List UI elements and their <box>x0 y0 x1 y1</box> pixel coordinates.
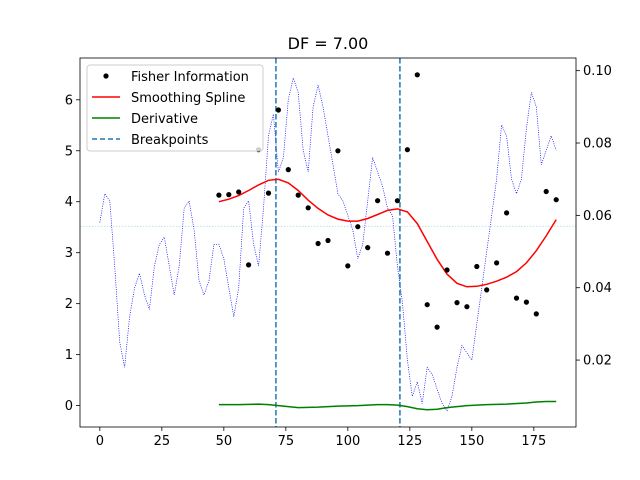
data-point <box>265 190 272 196</box>
legend-box <box>86 64 264 152</box>
y-tick-label: 4 <box>65 195 73 210</box>
y2-tick-label: 0.04 <box>583 281 612 296</box>
data-point <box>384 250 391 256</box>
y-tick-label: 2 <box>65 297 73 312</box>
x-tick-label: 75 <box>278 434 295 449</box>
x-tick-label: 100 <box>335 434 360 449</box>
legend-marker-points <box>103 73 109 79</box>
data-point <box>484 287 490 293</box>
legend: Fisher Information Smoothing Spline Deri… <box>86 64 264 152</box>
x-tick-label: 0 <box>96 434 104 449</box>
data-point <box>434 324 440 330</box>
legend-label-spline: Smoothing Spline <box>131 91 245 106</box>
data-point <box>305 205 311 211</box>
data-point <box>295 192 301 198</box>
data-point <box>533 311 539 317</box>
y-tick-label: 3 <box>65 246 73 261</box>
data-point <box>275 107 281 113</box>
data-point <box>414 72 420 78</box>
legend-label-derivative: Derivative <box>131 112 198 127</box>
data-point <box>464 304 470 310</box>
data-point <box>454 300 460 306</box>
data-point <box>553 197 559 203</box>
derivative-line <box>218 400 557 411</box>
data-point <box>226 192 232 198</box>
data-point <box>424 302 430 308</box>
data-point <box>365 245 371 251</box>
data-point <box>335 148 341 154</box>
data-point <box>315 240 321 247</box>
x-tick-label: 175 <box>521 434 546 449</box>
data-point <box>504 210 510 216</box>
y-tick-label: 1 <box>65 348 73 363</box>
data-point <box>246 262 252 268</box>
legend-label-fisher: Fisher Information <box>131 70 249 85</box>
data-point <box>523 299 530 305</box>
y2-tick-label: 0.08 <box>583 137 612 152</box>
y-tick-label: 0 <box>65 399 73 414</box>
y-tick-label: 6 <box>65 93 73 108</box>
y2-tick-label: 0.10 <box>583 64 612 79</box>
secondary-series-line <box>99 76 557 412</box>
data-point <box>285 167 291 173</box>
chart-title: DF = 7.00 <box>288 34 369 53</box>
y2-tick-label: 0.06 <box>583 209 612 224</box>
x-tick-label: 50 <box>216 434 233 449</box>
data-point <box>375 198 381 204</box>
data-point <box>444 267 450 273</box>
x-tick-label: 25 <box>154 434 171 449</box>
data-point <box>543 188 549 195</box>
data-point <box>404 147 410 153</box>
data-point <box>325 237 331 244</box>
data-point <box>494 260 500 266</box>
data-point <box>236 189 242 195</box>
spline-line <box>218 178 557 288</box>
axes-frame <box>79 57 577 428</box>
data-point <box>394 198 400 204</box>
plot-area: 0 25 50 75 100 125 150 175 0 1 2 3 4 5 6 0.02 0.04 0.06 0.… <box>65 57 612 449</box>
x-tick-label: 150 <box>459 434 484 449</box>
legend-label-breakpoints: Breakpoints <box>131 133 209 148</box>
x-tick-label: 125 <box>397 434 422 449</box>
data-point <box>345 263 351 269</box>
data-point <box>513 295 520 301</box>
y-tick-label: 5 <box>65 144 73 159</box>
y2-tick-label: 0.02 <box>583 354 612 369</box>
data-point <box>474 263 480 270</box>
data-point <box>355 224 361 230</box>
data-point <box>216 192 222 198</box>
